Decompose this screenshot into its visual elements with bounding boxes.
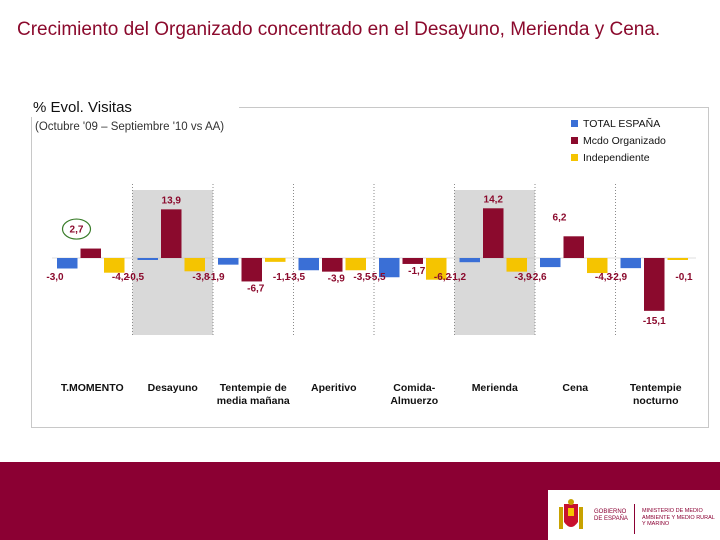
bar-independiente-t-momento [104,258,125,273]
category-label-t-momento: T.MOMENTO [61,382,124,394]
legend-label-mcdo-organizado: Mcdo Organizado [583,135,666,147]
bar-independiente-tentempie-de-media-manana [265,258,286,262]
legend-swatch-independiente [571,154,578,161]
bar-mcdo-organizado-t-momento [80,248,101,258]
data-label-total-espana-aperitivo: -3,5 [288,272,306,283]
data-label-independiente-cena: -4,3 [595,272,613,283]
data-label-mcdo-organizado-desayuno: 13,9 [162,195,182,206]
gobierno-text: GOBIERNO DE ESPAÑA [594,509,628,522]
bar-total-espana-desayuno [137,258,158,260]
data-label-independiente-tentempie-de-media-manana: -1,1 [273,272,291,283]
bar-mcdo-organizado-aperitivo [322,258,343,272]
data-label-mcdo-organizado-tentempie-de-media-manana: -6,7 [247,283,265,294]
bar-total-espana-merienda [459,258,480,263]
legend-swatch-mcdo-organizado [571,137,578,144]
legend-swatch-total-espana [571,120,578,127]
data-label-total-espana-merienda: -1,2 [449,272,467,283]
bar-total-espana-t-momento [57,258,78,269]
category-label-aperitivo: Aperitivo [311,382,357,394]
bar-total-espana-comida-almuerzo [379,258,400,278]
bar-mcdo-organizado-comida-almuerzo [402,258,423,264]
data-label-mcdo-organizado-comida-almuerzo: -1,7 [408,266,426,277]
category-label-desayuno: Desayuno [148,382,198,394]
bar-independiente-aperitivo [345,258,366,271]
chart-subtitle: (Octubre '09 – Septiembre '10 vs AA) [35,121,225,133]
slide-title: Crecimiento del Organizado concentrado e… [17,19,661,40]
bar-mcdo-organizado-merienda [483,208,504,258]
category-label-cena: Cena [562,382,588,394]
bar-independiente-merienda [506,258,527,272]
data-label-total-espana-t-momento: -3,0 [46,272,64,283]
data-label-independiente-comida-almuerzo: -6,2 [434,272,452,283]
category-label-tentempie-nocturno: Tentempie nocturno [630,382,682,407]
footer-divider [634,504,635,534]
chart-title-box: % Evol. Visitas [28,96,239,117]
bar-independiente-comida-almuerzo [426,258,447,280]
bar-mcdo-organizado-tentempie-de-media-manana [241,258,262,282]
bar-mcdo-organizado-desayuno [161,209,182,258]
bar-total-espana-cena [540,258,561,268]
data-label-total-espana-desayuno: -0,5 [127,272,145,283]
data-label-total-espana-cena: -2,6 [529,272,547,283]
data-label-mcdo-organizado-t-momento: 2,7 [70,225,84,236]
data-label-mcdo-organizado-merienda: 14,2 [484,194,504,205]
data-label-independiente-t-momento: -4,2 [112,272,130,283]
highlight-circle [61,218,92,240]
data-label-mcdo-organizado-tentempie-nocturno: -15,1 [643,316,666,327]
bar-independiente-tentempie-nocturno [667,258,688,260]
category-label-tentempie-de-media-manana: Tentempie de media mañana [217,382,290,407]
data-label-independiente-merienda: -3,9 [514,272,532,283]
data-label-mcdo-organizado-cena: 6,2 [553,212,567,223]
ministerio-text: MINISTERIO DE MEDIO AMBIENTE Y MEDIO RUR… [642,508,715,527]
bar-independiente-cena [587,258,608,274]
legend-label-total-espana: TOTAL ESPAÑA [583,117,660,130]
data-label-mcdo-organizado-aperitivo: -3,9 [328,274,346,285]
bar-total-espana-tentempie-nocturno [620,258,641,269]
bar-mcdo-organizado-tentempie-nocturno [644,258,665,311]
bar-total-espana-aperitivo [298,258,319,271]
coat-of-arms-icon [559,499,583,529]
bar-mcdo-organizado-cena [563,236,584,258]
legend-label-independiente: Independiente [583,152,650,164]
category-label-comida-almuerzo: Comida-Almuerzo [390,382,438,407]
data-label-total-espana-tentempie-nocturno: -2,9 [610,272,628,283]
data-label-total-espana-tentempie-de-media-manana: -1,9 [207,272,225,283]
data-label-independiente-tentempie-nocturno: -0,1 [675,272,693,283]
data-label-independiente-aperitivo: -3,5 [353,272,371,283]
bar-total-espana-tentempie-de-media-manana [218,258,239,265]
data-label-independiente-desayuno: -3,8 [192,272,210,283]
data-label-total-espana-comida-almuerzo: -5,5 [368,272,386,283]
bar-independiente-desayuno [184,258,205,272]
category-label-merienda: Merienda [472,382,518,394]
chart-title: % Evol. Visitas [33,99,132,116]
